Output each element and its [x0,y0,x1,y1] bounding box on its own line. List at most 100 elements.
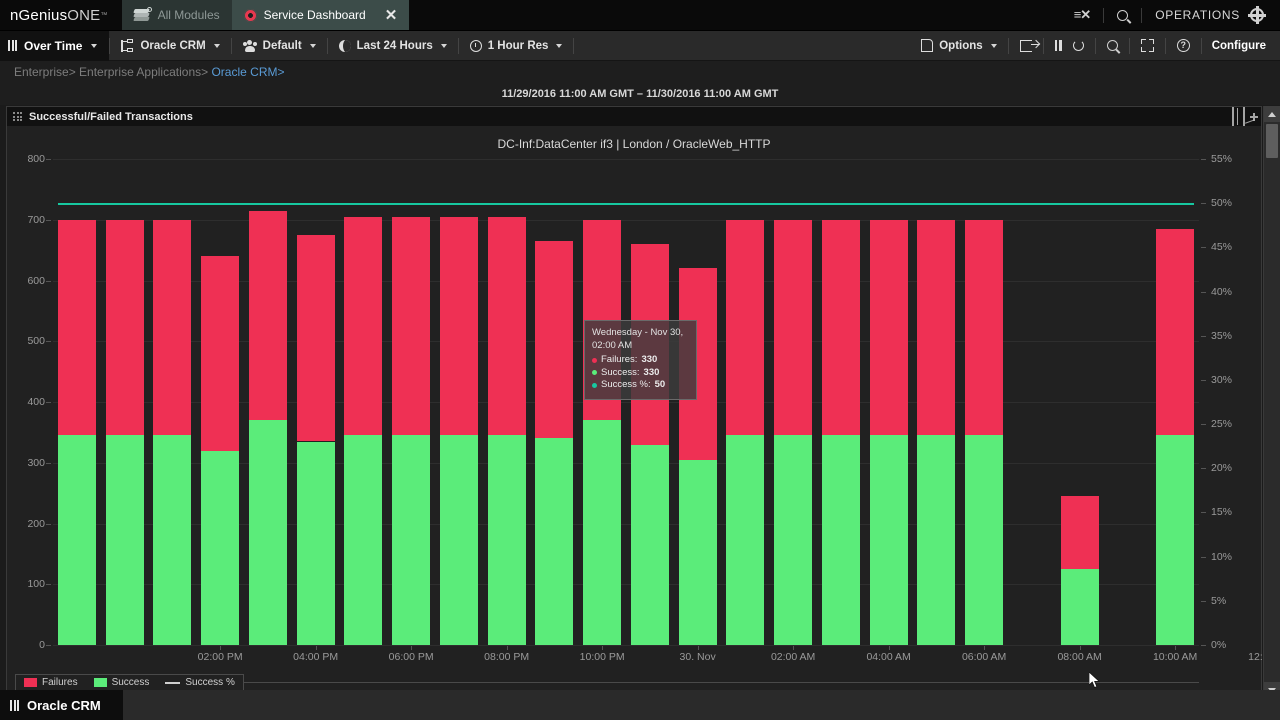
chart-bar[interactable] [630,244,669,645]
x-axis-tick-label: 02:00 PM [197,651,243,663]
clock-icon [469,39,482,52]
scrollbar-thumb[interactable] [1266,124,1278,158]
refresh-icon[interactable] [1072,31,1095,61]
panel-title: Successful/Failed Transactions [29,110,193,123]
tab-service-dashboard[interactable]: Service Dashboard ✕ [231,0,410,30]
chart-bar[interactable] [583,219,622,645]
configure-button[interactable]: Configure [1211,39,1266,52]
y-axis-tickmark [1201,159,1206,160]
y-axis-tickmark [46,159,51,160]
chart-bar[interactable] [248,210,287,645]
collapse-menu-icon[interactable]: ≡✕ [1073,7,1092,22]
y-axis-tickmark [46,219,51,221]
chart-bar[interactable] [487,216,526,645]
success-swatch [93,678,107,687]
chart-bar[interactable] [869,219,908,645]
toolbar-item-resolution[interactable]: 1 Hour Res [459,31,574,61]
breadcrumb-enterprise[interactable]: Enterprise> [14,65,76,79]
gear-icon[interactable] [1248,0,1272,31]
chart-bar[interactable] [153,219,192,645]
chart-bar[interactable] [57,219,96,645]
divider [109,37,111,54]
chart-bar[interactable] [344,216,383,645]
pause-icon[interactable] [1044,31,1073,61]
bar-segment-failures [917,219,956,436]
x-axis-tickmark [697,646,699,650]
gridline [53,645,1199,646]
vertical-scrollbar[interactable] [1263,106,1280,698]
chart-bar[interactable] [535,241,574,645]
divider [326,37,328,54]
chevron-down-icon [990,43,997,48]
brand-suffix: ONE [67,6,101,24]
y-axis-right-tick: 0% [1211,639,1227,651]
legend-item-success[interactable]: Success [93,677,149,688]
legend-item-failures[interactable]: Failures [24,677,78,688]
chart-area: 0 100 200 300 400 500 600 700 800 0% 5% 10% 15% 20% 2… [7,143,1280,697]
divider [1103,7,1105,23]
bar-segment-success [774,435,813,645]
over-time-selector[interactable]: Over Time [0,30,110,61]
chart-bar[interactable] [392,216,431,645]
toolbar: Over Time Oracle CRM Default Last 24 Hou… [0,30,1280,61]
chart-bar[interactable] [678,268,717,645]
close-icon[interactable]: ✕ [384,7,398,24]
scroll-up-icon[interactable] [1264,106,1280,122]
bar-segment-failures [296,234,335,442]
x-axis-tickmark [888,646,890,650]
chart-bar[interactable] [105,219,144,645]
x-axis-tick-label: 06:00 AM [961,651,1007,663]
y-axis-left-tick: 0 [39,639,45,651]
search-icon[interactable] [1096,31,1129,61]
bar-segment-failures [821,219,860,436]
chart-bar[interactable] [774,219,813,645]
options-button[interactable]: Options [910,31,1007,61]
chart-bar[interactable] [201,256,240,645]
plot-area[interactable] [53,159,1199,646]
y-axis-right-tick: 15% [1211,506,1233,519]
drag-handle-icon[interactable] [13,112,22,121]
chart-bar[interactable] [1060,496,1099,645]
expand-icon[interactable] [1130,31,1165,61]
x-axis-tickmark [506,646,508,650]
chart-bar[interactable] [917,219,956,645]
chart-bar[interactable] [1156,228,1195,645]
toolbar-actions: Options ? Configure [910,31,1280,61]
divider [1007,37,1009,54]
user-role-label[interactable]: OPERATIONS [1155,8,1240,22]
export-icon[interactable] [1009,31,1043,61]
panel-header-actions [1232,106,1261,126]
search-icon[interactable] [1104,0,1141,31]
gridline [53,584,1199,586]
y-axis-tickmark [46,523,51,525]
bar-segment-success [57,435,96,645]
bar-segment-failures [105,219,144,436]
chevron-down-icon [556,43,563,48]
chart-view-icon[interactable] [1243,106,1245,126]
status-bar-context[interactable]: Oracle CRM [0,690,123,720]
status-bar-label: Oracle CRM [27,697,101,713]
legend-item-success-pct[interactable]: Success % [165,677,235,688]
toolbar-item-time-range[interactable]: Last 24 Hours [328,31,458,61]
divider [1094,37,1096,54]
tab-all-modules[interactable]: All Modules [121,0,232,30]
chart-bar[interactable] [965,219,1004,645]
x-axis-tickmark [411,646,413,650]
breadcrumb-enterprise-applications[interactable]: Enterprise Applications> [79,65,209,79]
chart-bar[interactable] [439,216,478,645]
toolbar-item-default[interactable]: Default [232,31,327,61]
y-axis-tickmark [46,584,51,586]
help-icon[interactable]: ? [1166,31,1201,61]
chart-bar[interactable] [821,219,860,645]
divider [573,37,575,54]
chart-bar[interactable] [296,234,335,645]
bar-segment-failures [965,219,1004,436]
bar-segment-success [1060,569,1099,645]
breadcrumb-oracle-crm[interactable]: Oracle CRM> [211,65,285,79]
toolbar-item-oracle-crm[interactable]: Oracle CRM [110,31,230,61]
x-axis-tick-label: 30. Nov [679,651,716,663]
bar-segment-success [917,435,956,645]
chart-bar[interactable] [726,219,765,645]
y-axis-tickmark [46,462,51,464]
table-view-icon[interactable] [1232,106,1234,126]
